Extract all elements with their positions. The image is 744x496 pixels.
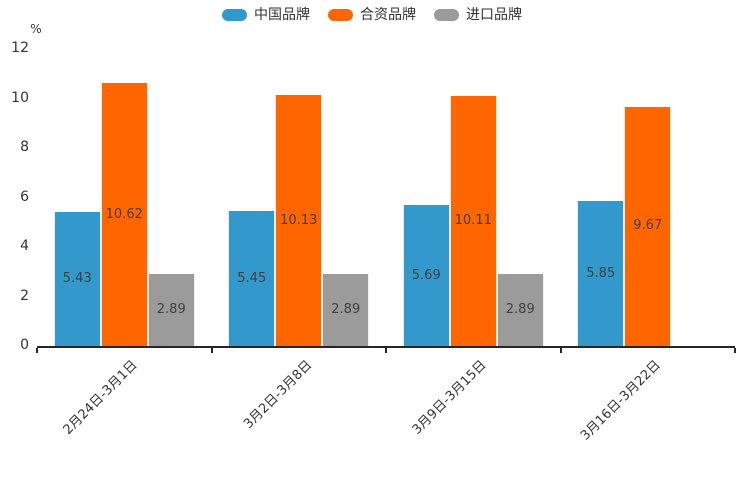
x-axis-tick bbox=[210, 348, 213, 353]
legend-label: 合资品牌 bbox=[360, 7, 416, 23]
legend: 中国品牌 合资品牌 进口品牌 bbox=[0, 6, 744, 24]
x-axis-category-label-text: 3月9日-3月15日 bbox=[409, 357, 490, 438]
bar-value-label: 5.43 bbox=[62, 270, 92, 286]
legend-swatch-icon bbox=[328, 9, 353, 21]
bar bbox=[53, 211, 101, 346]
y-axis-tick-label: 0 bbox=[20, 337, 29, 353]
bar-value-label: 2.89 bbox=[156, 302, 186, 318]
bar bbox=[275, 95, 323, 346]
y-axis-unit-label: % bbox=[30, 22, 42, 36]
bar bbox=[577, 201, 625, 346]
y-axis-tick-label: 12 bbox=[11, 40, 29, 56]
legend-item-1[interactable]: 中国品牌 bbox=[222, 6, 310, 24]
legend-swatch-icon bbox=[434, 9, 459, 21]
y-axis-tick-label: 6 bbox=[20, 188, 29, 205]
bar bbox=[496, 274, 544, 346]
bar-value-label: 5.45 bbox=[237, 270, 267, 286]
x-axis-category-label-text: 3月16日-3月22日 bbox=[578, 357, 665, 444]
bar-value-label: 9.67 bbox=[633, 218, 663, 234]
legend-label: 中国品牌 bbox=[254, 7, 310, 23]
bar-value-label: 2.89 bbox=[505, 302, 535, 318]
bar bbox=[449, 95, 497, 346]
bar bbox=[624, 106, 672, 346]
x-axis-tick bbox=[734, 348, 736, 353]
legend-item-2[interactable]: 合资品牌 bbox=[328, 6, 416, 24]
bar bbox=[402, 205, 450, 346]
legend-label: 进口品牌 bbox=[466, 7, 522, 23]
bar bbox=[322, 274, 370, 346]
y-axis-tick-label: 10 bbox=[11, 89, 29, 106]
bar bbox=[147, 274, 195, 346]
x-axis-category-label-text: 2月24日-3月1日 bbox=[60, 357, 141, 438]
legend-item-3[interactable]: 进口品牌 bbox=[434, 6, 522, 24]
x-axis-tick bbox=[385, 348, 387, 353]
y-axis-tick-label: 2 bbox=[20, 287, 29, 304]
y-axis-tick-label: 8 bbox=[20, 139, 29, 155]
bar-value-label: 10.13 bbox=[280, 212, 318, 228]
bar-value-label: 10.62 bbox=[105, 206, 143, 222]
x-axis-tick bbox=[559, 348, 562, 353]
bar-value-label: 2.89 bbox=[331, 302, 361, 318]
x-axis-category-label-text: 3月2日-3月8日 bbox=[241, 357, 316, 432]
x-axis-tick bbox=[36, 348, 38, 353]
bar-value-label: 5.69 bbox=[411, 267, 441, 283]
bar bbox=[100, 83, 148, 346]
bar-value-label: 10.11 bbox=[454, 212, 492, 228]
bar bbox=[228, 211, 276, 346]
x-axis-line bbox=[37, 346, 735, 348]
bar-value-label: 5.85 bbox=[586, 265, 616, 281]
y-axis-tick-label: 4 bbox=[20, 238, 29, 254]
legend-swatch-icon bbox=[222, 9, 247, 21]
